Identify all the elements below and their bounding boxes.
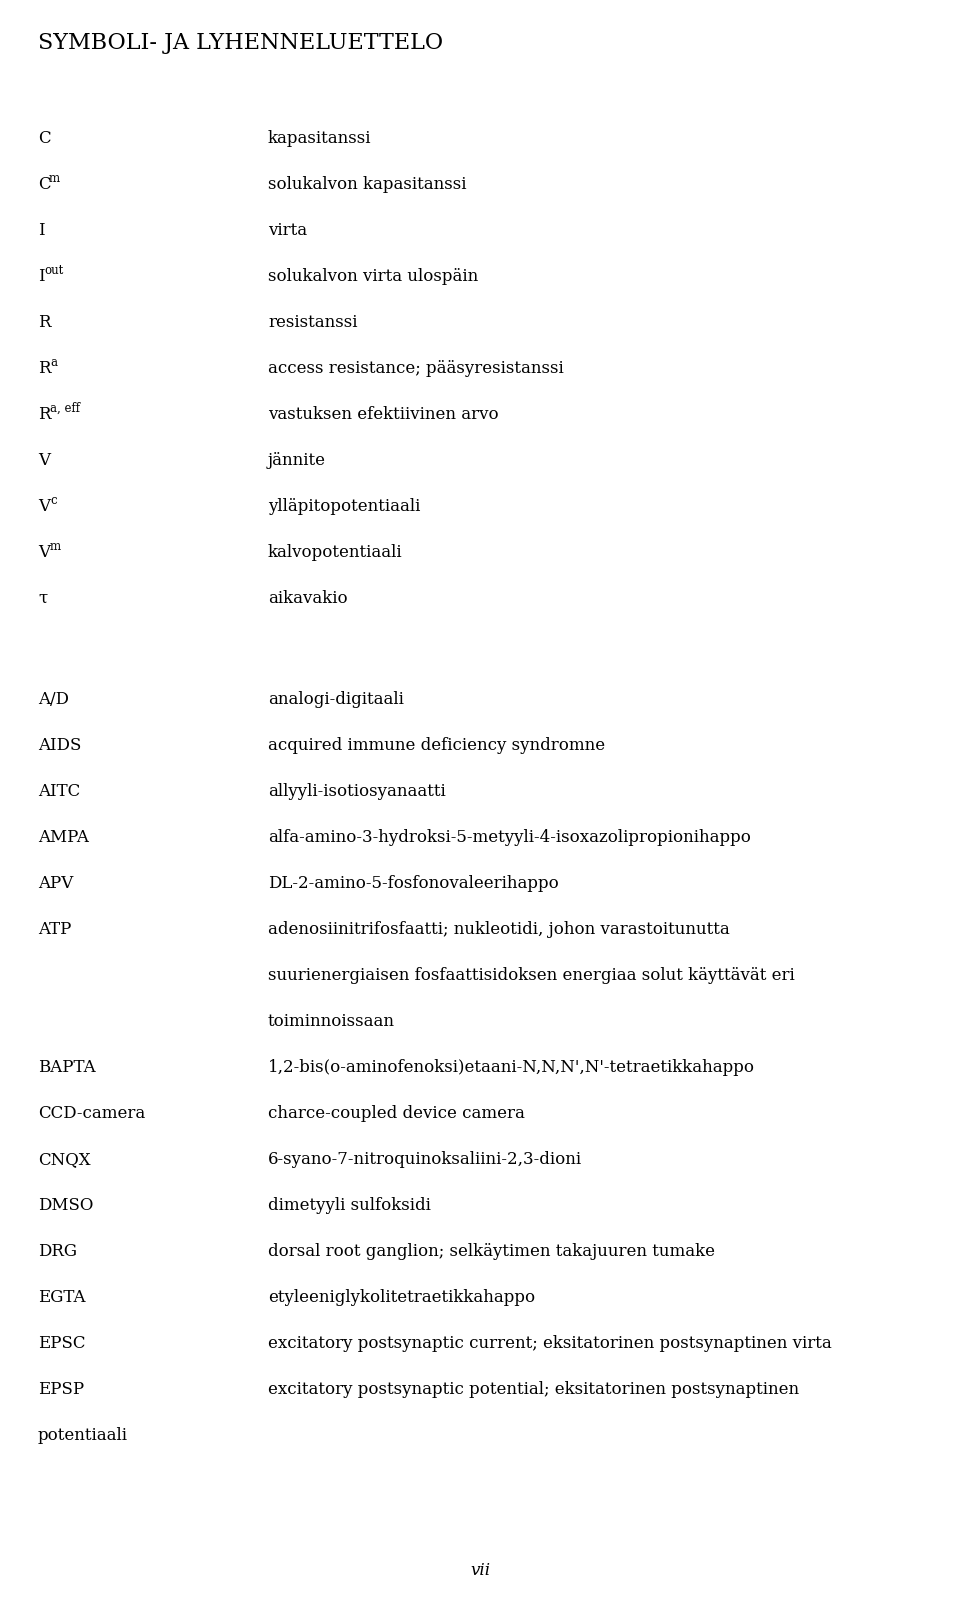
Text: EPSP: EPSP: [38, 1381, 84, 1398]
Text: ATP: ATP: [38, 922, 71, 938]
Text: vii: vii: [470, 1562, 490, 1579]
Text: CNQX: CNQX: [38, 1150, 90, 1168]
Text: APV: APV: [38, 875, 73, 893]
Text: AMPA: AMPA: [38, 829, 89, 846]
Text: R: R: [38, 406, 51, 422]
Text: V: V: [38, 544, 50, 562]
Text: AIDS: AIDS: [38, 738, 82, 754]
Text: virta: virta: [268, 222, 307, 238]
Text: resistanssi: resistanssi: [268, 314, 357, 331]
Text: C: C: [38, 130, 51, 147]
Text: excitatory postsynaptic current; eksitatorinen postsynaptinen virta: excitatory postsynaptic current; eksitat…: [268, 1334, 831, 1352]
Text: dimetyyli sulfoksidi: dimetyyli sulfoksidi: [268, 1197, 431, 1214]
Text: C: C: [38, 176, 51, 194]
Text: CCD-camera: CCD-camera: [38, 1106, 145, 1122]
Text: allyyli-isotiosyanaatti: allyyli-isotiosyanaatti: [268, 782, 445, 800]
Text: jännite: jännite: [268, 451, 326, 469]
Text: R: R: [38, 314, 51, 331]
Text: toiminnoissaan: toiminnoissaan: [268, 1013, 395, 1030]
Text: analogi-digitaali: analogi-digitaali: [268, 691, 404, 707]
Text: DRG: DRG: [38, 1243, 77, 1261]
Text: kapasitanssi: kapasitanssi: [268, 130, 372, 147]
Text: A/D: A/D: [38, 691, 69, 707]
Text: I: I: [38, 267, 44, 285]
Text: solukalvon virta ulospäin: solukalvon virta ulospäin: [268, 267, 478, 285]
Text: V: V: [38, 498, 50, 515]
Text: etyleeniglykolitetraetikkahappo: etyleeniglykolitetraetikkahappo: [268, 1290, 535, 1306]
Text: DL-2-amino-5-fosfonovaleerihappo: DL-2-amino-5-fosfonovaleerihappo: [268, 875, 559, 893]
Text: a, eff: a, eff: [50, 402, 80, 414]
Text: EPSC: EPSC: [38, 1334, 85, 1352]
Text: V: V: [38, 451, 50, 469]
Text: solukalvon kapasitanssi: solukalvon kapasitanssi: [268, 176, 467, 194]
Text: kalvopotentiaali: kalvopotentiaali: [268, 544, 402, 562]
Text: suurienergiaisen fosfaattisidoksen energiaa solut käyttävät eri: suurienergiaisen fosfaattisidoksen energ…: [268, 966, 795, 984]
Text: acquired immune deficiency syndromne: acquired immune deficiency syndromne: [268, 738, 605, 754]
Text: a: a: [50, 357, 57, 370]
Text: m: m: [49, 171, 60, 186]
Text: access resistance; pääsyresistanssi: access resistance; pääsyresistanssi: [268, 360, 564, 378]
Text: c: c: [50, 494, 57, 507]
Text: R: R: [38, 360, 51, 378]
Text: adenosiinitrifosfaatti; nukleotidi, johon varastoitunutta: adenosiinitrifosfaatti; nukleotidi, joho…: [268, 922, 730, 938]
Text: I: I: [38, 222, 44, 238]
Text: ylläpitopotentiaali: ylläpitopotentiaali: [268, 498, 420, 515]
Text: BAPTA: BAPTA: [38, 1059, 96, 1075]
Text: alfa-amino-3-hydroksi-5-metyyli-4-isoxazolipropionihappo: alfa-amino-3-hydroksi-5-metyyli-4-isoxaz…: [268, 829, 751, 846]
Text: excitatory postsynaptic potential; eksitatorinen postsynaptinen: excitatory postsynaptic potential; eksit…: [268, 1381, 799, 1398]
Text: dorsal root ganglion; selkäytimen takajuuren tumake: dorsal root ganglion; selkäytimen takaju…: [268, 1243, 715, 1261]
Text: potentiaali: potentiaali: [38, 1427, 128, 1443]
Text: AITC: AITC: [38, 782, 81, 800]
Text: m: m: [50, 541, 61, 554]
Text: DMSO: DMSO: [38, 1197, 93, 1214]
Text: aikavakio: aikavakio: [268, 590, 348, 606]
Text: out: out: [44, 264, 63, 277]
Text: 6-syano-7-nitroquinoksaliini-2,3-dioni: 6-syano-7-nitroquinoksaliini-2,3-dioni: [268, 1150, 582, 1168]
Text: charce-coupled device camera: charce-coupled device camera: [268, 1106, 525, 1122]
Text: SYMBOLI- JA LYHENNELUETTELO: SYMBOLI- JA LYHENNELUETTELO: [38, 32, 444, 54]
Text: EGTA: EGTA: [38, 1290, 85, 1306]
Text: vastuksen efektiivinen arvo: vastuksen efektiivinen arvo: [268, 406, 498, 422]
Text: 1,2-bis(o-aminofenoksi)etaani-N,N,N',N'-tetraetikkahappo: 1,2-bis(o-aminofenoksi)etaani-N,N,N',N'-…: [268, 1059, 755, 1075]
Text: τ: τ: [38, 590, 47, 606]
